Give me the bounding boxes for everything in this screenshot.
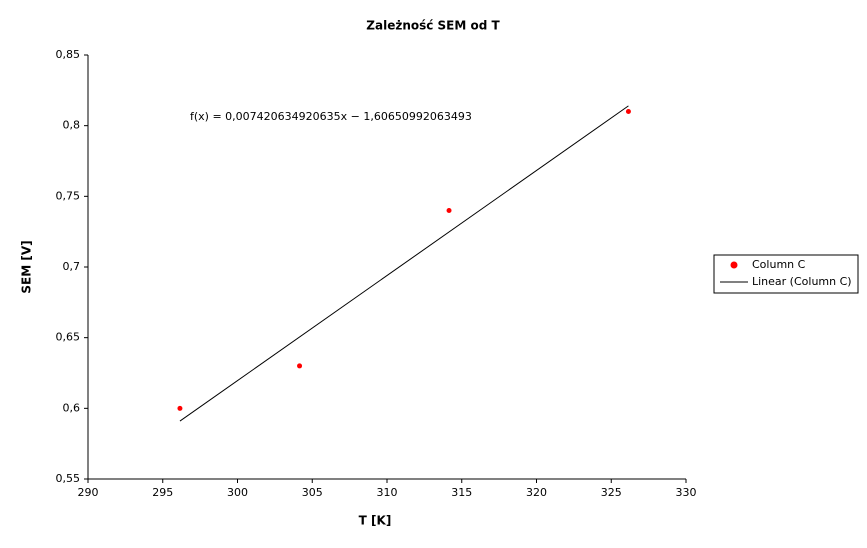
x-tick-label: 300	[227, 486, 248, 499]
y-tick-label: 0,85	[56, 48, 81, 61]
y-tick-label: 0,8	[63, 119, 81, 132]
legend-label: Linear (Column C)	[752, 275, 852, 288]
x-tick-label: 325	[601, 486, 622, 499]
x-tick-label: 290	[78, 486, 99, 499]
y-tick-label: 0,55	[56, 472, 81, 485]
x-axis-label: T [K]	[359, 514, 392, 528]
data-point	[446, 207, 452, 213]
data-point	[625, 109, 631, 115]
y-tick-label: 0,6	[63, 401, 81, 414]
data-point	[297, 363, 303, 369]
y-axis-label: SEM [V]	[20, 240, 34, 293]
legend-label: Column C	[752, 258, 806, 271]
annotation: f(x) = 0,007420634920635x − 1,6065099206…	[190, 110, 472, 123]
x-tick-label: 320	[526, 486, 547, 499]
y-tick-label: 0,75	[56, 189, 81, 202]
x-tick-label: 310	[377, 486, 398, 499]
data-point	[177, 405, 183, 411]
y-tick-label: 0,65	[56, 331, 81, 344]
legend-marker	[730, 261, 738, 269]
y-tick-label: 0,7	[63, 260, 81, 273]
chart-title: Zależność SEM od T	[366, 19, 500, 33]
legend	[713, 254, 859, 294]
x-tick-label: 330	[676, 486, 697, 499]
x-tick-label: 295	[152, 486, 173, 499]
x-tick-label: 315	[451, 486, 472, 499]
x-tick-label: 305	[302, 486, 323, 499]
trend-line	[179, 105, 629, 422]
